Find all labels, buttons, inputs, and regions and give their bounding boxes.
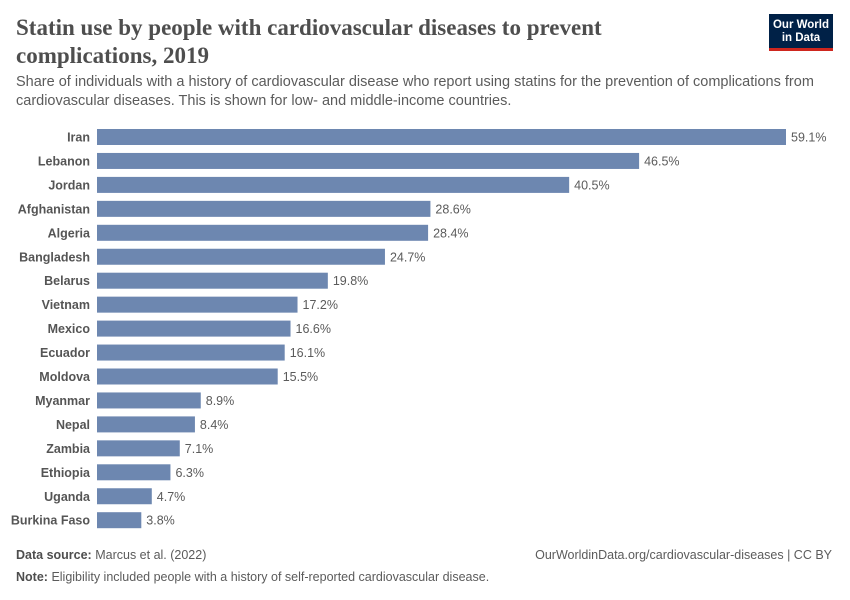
logo-text: Our World in Data [772, 19, 829, 44]
category-label: Mexico [48, 322, 91, 336]
bar-ethiopia[interactable] [97, 464, 171, 481]
category-label: Afghanistan [18, 202, 90, 216]
value-label: 46.5% [644, 154, 679, 168]
source-link[interactable]: Marcus et al. (2022) [95, 548, 207, 562]
owid-logo[interactable]: Our World in Data [769, 14, 833, 51]
category-label: Uganda [44, 490, 91, 504]
category-label: Bangladesh [19, 250, 90, 264]
bar-vietnam[interactable] [97, 296, 298, 313]
bar-iran[interactable] [97, 129, 786, 145]
bar-chart: Iran 59.1% Lebanon 46.5% Jordan 40.5% Afghanis… [11, 129, 826, 529]
category-label: Iran [67, 131, 90, 145]
value-label: 28.4% [433, 226, 468, 240]
value-label: 15.5% [283, 370, 318, 384]
category-label: Lebanon [38, 154, 90, 168]
bar-afghanistan[interactable] [97, 200, 431, 217]
bar-nepal[interactable] [97, 416, 195, 433]
bar-belarus[interactable] [97, 272, 328, 289]
value-label: 40.5% [574, 178, 609, 192]
bar-lebanon[interactable] [97, 152, 640, 169]
bar-burkina-faso[interactable] [97, 512, 142, 529]
value-label: 6.3% [175, 466, 204, 480]
category-label: Nepal [56, 418, 90, 432]
value-label: 8.4% [200, 418, 229, 432]
bar-algeria[interactable] [97, 224, 429, 241]
value-label: 19.8% [333, 274, 368, 288]
value-label: 4.7% [157, 490, 186, 504]
chart-subtitle: Share of individuals with a history of c… [16, 74, 814, 109]
category-label: Belarus [44, 274, 90, 288]
value-label: 16.1% [290, 346, 325, 360]
bar-zambia[interactable] [97, 440, 180, 457]
data-source: Data source: Marcus et al. (2022) [16, 548, 206, 562]
bar-bangladesh[interactable] [97, 248, 385, 265]
chart-title: Statin use by people with cardiovascular… [16, 15, 602, 68]
value-label: 28.6% [435, 202, 470, 216]
category-label: Moldova [39, 370, 91, 384]
note-label: Note: [16, 570, 48, 584]
category-label: Vietnam [42, 298, 90, 312]
bar-uganda[interactable] [97, 488, 152, 505]
bar-myanmar[interactable] [97, 392, 201, 409]
value-label: 24.7% [390, 250, 425, 264]
value-label: 16.6% [296, 322, 331, 336]
note-text: Eligibility included people with a histo… [51, 570, 490, 584]
value-label: 17.2% [303, 298, 338, 312]
note: Note: Eligibility included people with a… [16, 570, 489, 584]
owid-url-link[interactable]: OurWorldinData.org/cardiovascular-diseas… [535, 548, 832, 562]
bar-moldova[interactable] [97, 368, 278, 385]
value-label: 8.9% [206, 394, 235, 408]
source-label: Data source: [16, 548, 92, 562]
category-label: Burkina Faso [11, 514, 91, 528]
category-label: Algeria [48, 226, 91, 240]
category-label: Ecuador [40, 346, 90, 360]
bar-jordan[interactable] [97, 176, 570, 193]
value-label: 3.8% [146, 514, 175, 528]
bar-mexico[interactable] [97, 320, 291, 337]
category-label: Zambia [46, 442, 91, 456]
bar-ecuador[interactable] [97, 344, 285, 361]
category-label: Ethiopia [41, 466, 91, 480]
category-label: Jordan [48, 178, 90, 192]
value-label: 59.1% [791, 131, 826, 145]
value-label: 7.1% [185, 442, 214, 456]
category-label: Myanmar [35, 394, 90, 408]
